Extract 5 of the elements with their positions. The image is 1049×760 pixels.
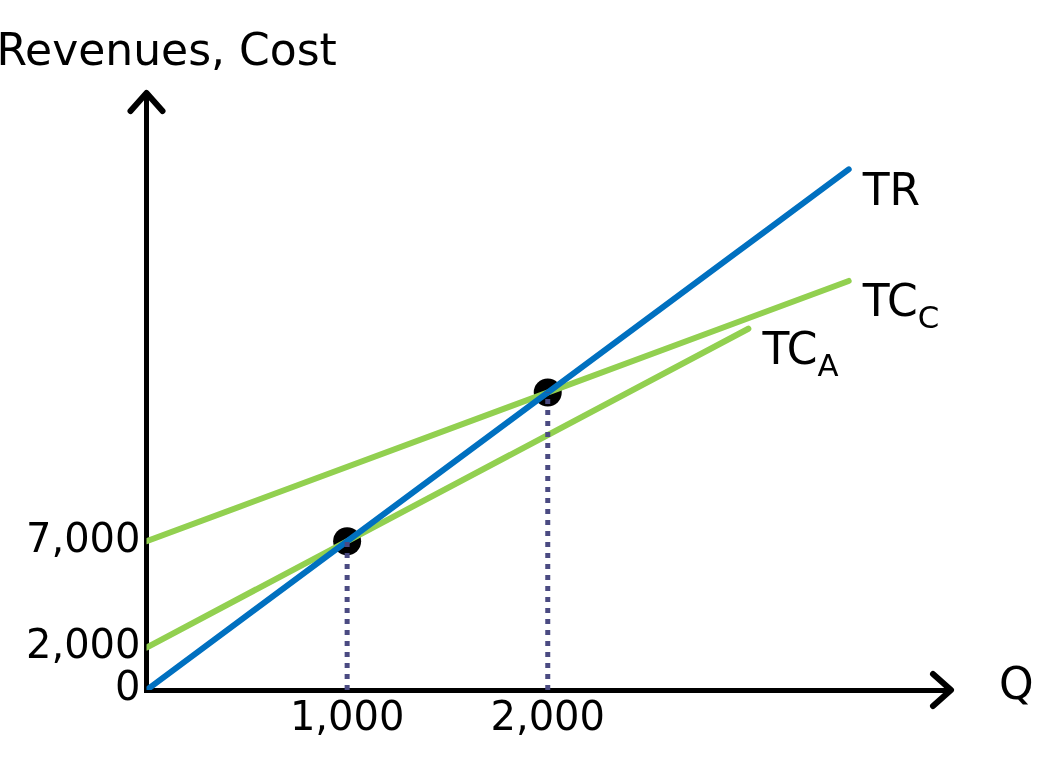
x-axis-title: Q: [999, 658, 1034, 710]
x-tick-label: 1,000: [289, 693, 405, 740]
y-tick-label: 7,000: [26, 514, 141, 561]
series-label: TR: [861, 163, 921, 215]
y-axis-title: Revenues, Cost: [0, 24, 337, 75]
